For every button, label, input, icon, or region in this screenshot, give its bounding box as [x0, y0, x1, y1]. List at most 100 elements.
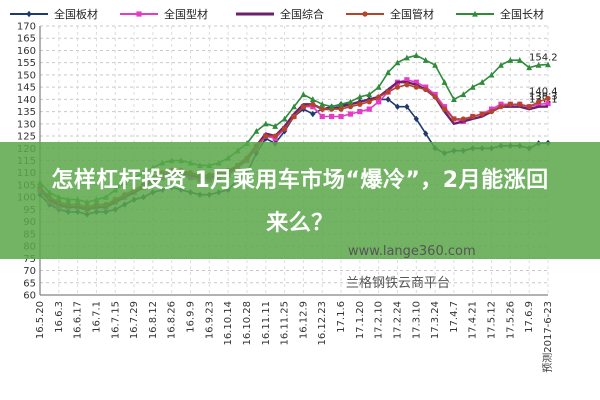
legend-label: 全国长材: [500, 7, 544, 21]
data-point: [319, 113, 325, 120]
legend-label: 全国管材: [390, 7, 434, 21]
x-tick-label: 16.9.23: [204, 301, 215, 339]
data-point: [26, 10, 32, 18]
x-tick-label: 17.1.6: [336, 301, 347, 333]
data-point: [356, 93, 363, 100]
data-point: [385, 69, 391, 76]
x-tick-label: 17.2.24: [392, 301, 403, 339]
y-tick-label: 135: [17, 107, 36, 118]
data-point: [403, 54, 410, 61]
data-point: [404, 103, 410, 110]
y-tick-label: 165: [17, 34, 36, 45]
data-point: [281, 115, 288, 122]
y-tick-label: 155: [17, 58, 36, 69]
x-tick-label: 17.1.20: [355, 301, 366, 339]
y-tick-label: 150: [17, 70, 36, 81]
data-point: [385, 96, 391, 103]
data-point: [310, 101, 316, 107]
data-point: [366, 91, 373, 98]
data-point: [338, 113, 344, 120]
x-tick-label: 16.6.3: [54, 301, 65, 333]
data-point: [423, 130, 429, 137]
data-point: [535, 99, 542, 105]
data-point: [338, 101, 344, 107]
data-point: [507, 101, 513, 107]
data-point: [272, 123, 279, 129]
data-point: [507, 57, 514, 63]
data-label: 138.3: [529, 92, 558, 103]
data-point: [413, 115, 419, 123]
data-point: [357, 108, 363, 115]
x-tick-label: 17.3.24: [430, 301, 441, 339]
y-tick-label: 125: [17, 132, 36, 143]
y-tick-label: 130: [17, 119, 36, 130]
data-point: [310, 110, 316, 118]
data-point: [441, 79, 448, 85]
data-point: [451, 96, 457, 102]
data-point: [413, 84, 419, 90]
data-point: [300, 91, 307, 98]
data-point: [498, 61, 504, 68]
watermark-url: www.lange360.com: [348, 244, 476, 259]
data-point: [136, 11, 142, 17]
x-tick-label: 16.10.14: [223, 301, 234, 346]
data-point: [545, 95, 551, 101]
data-point: [517, 101, 523, 107]
y-tick-label: 65: [23, 278, 36, 289]
x-tick-label: 17.5.12: [487, 301, 498, 339]
y-tick-label: 60: [23, 291, 36, 302]
x-tick-label: 17.4.21: [468, 301, 479, 339]
x-tick-label: 16.5.20: [35, 301, 46, 339]
data-point: [472, 10, 478, 17]
x-tick-label: 17.2.10: [374, 301, 385, 339]
data-point: [262, 120, 269, 127]
data-label: 154.2: [529, 53, 558, 64]
data-point: [366, 99, 372, 105]
x-tick-label: 16.7.15: [110, 301, 121, 339]
y-tick-label: 170: [17, 22, 36, 33]
headline-banner[interactable]: [0, 142, 600, 259]
data-point: [432, 94, 438, 100]
headline-line-2[interactable]: 来么？: [266, 211, 334, 236]
data-point: [479, 79, 486, 85]
data-point: [347, 111, 354, 117]
data-point: [253, 127, 260, 134]
data-point: [376, 99, 382, 105]
x-tick-label: 17.4.7: [449, 301, 460, 333]
data-point: [469, 83, 476, 90]
data-point: [338, 106, 344, 112]
data-point: [319, 106, 325, 112]
data-point: [526, 104, 532, 110]
data-point: [404, 77, 410, 83]
data-point: [347, 104, 354, 110]
x-tick-label: 预测2017-6-23: [541, 301, 554, 373]
x-tick-label: 16.6.17: [73, 301, 84, 339]
data-point: [488, 71, 495, 78]
data-point: [394, 103, 401, 110]
data-point: [451, 116, 457, 122]
x-tick-label: 16.9.9: [186, 301, 197, 333]
data-label: 140.4: [529, 86, 558, 97]
data-point: [545, 61, 551, 68]
data-point: [394, 59, 401, 66]
data-point: [281, 126, 288, 132]
data-point: [516, 57, 523, 63]
data-point: [385, 89, 391, 95]
data-point: [422, 57, 429, 63]
data-point: [423, 86, 429, 93]
data-point: [460, 91, 467, 98]
data-point: [470, 113, 476, 120]
data-point: [328, 103, 335, 110]
data-point: [394, 84, 401, 90]
data-point: [366, 106, 372, 112]
data-point: [460, 116, 466, 122]
x-tick-label: 16.8.12: [148, 301, 159, 339]
x-tick-label: 16.8.26: [167, 301, 178, 339]
data-point: [291, 113, 297, 120]
data-point: [263, 133, 269, 139]
headline-line-1[interactable]: 怎样杠杆投资 1月乘用车市场“爆冷”，2月能涨回: [51, 168, 549, 193]
data-point: [272, 133, 278, 139]
x-tick-label: 17.3.10: [411, 301, 422, 339]
data-point: [404, 82, 410, 88]
data-point: [526, 64, 533, 71]
